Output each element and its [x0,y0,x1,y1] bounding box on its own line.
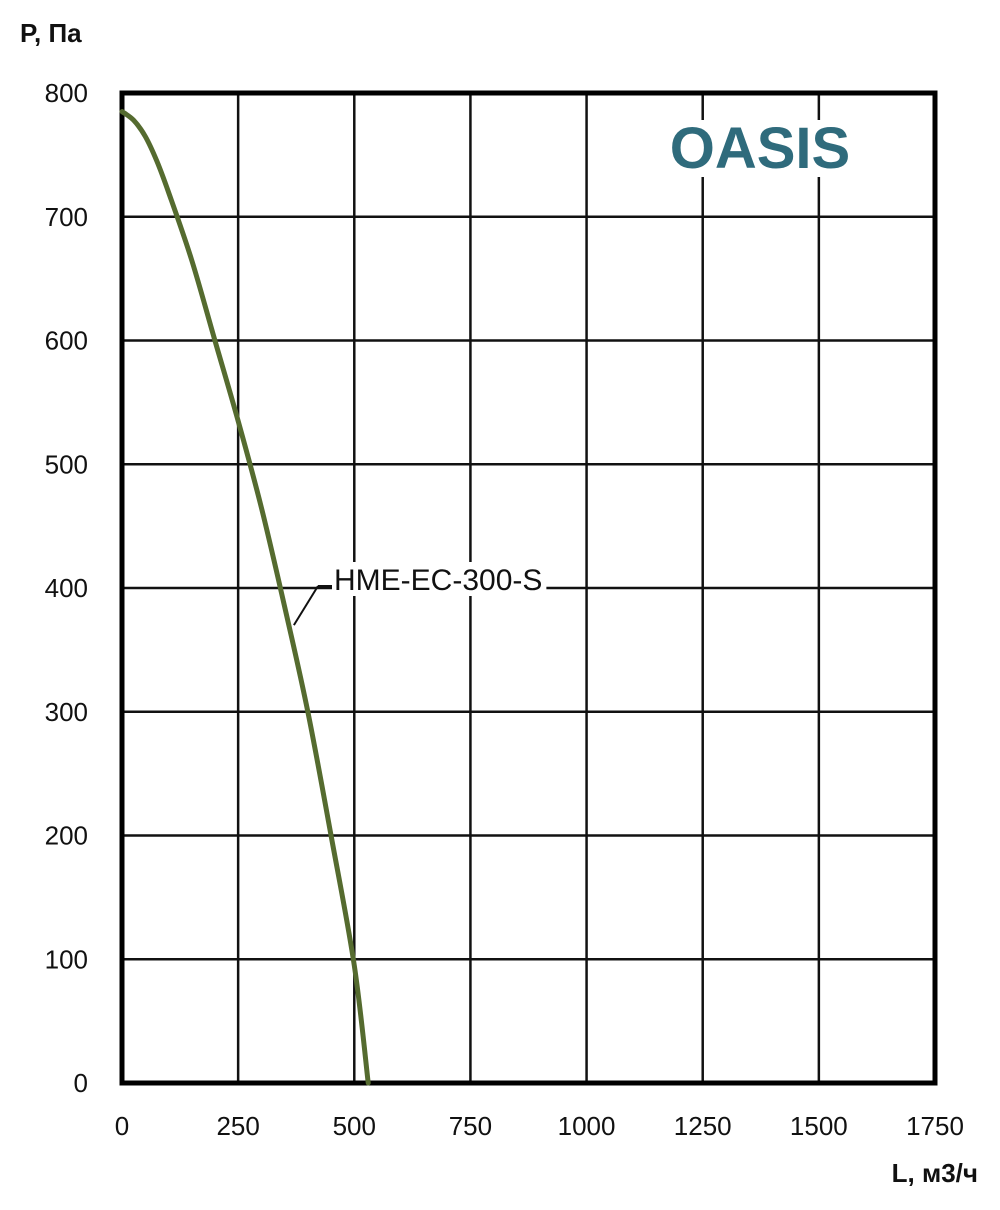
y-tick-label: 300 [45,697,88,727]
x-tick-label: 1000 [558,1111,616,1141]
annotation-leader-line [293,585,319,626]
grid [122,93,935,1083]
x-tick-label: 0 [115,1111,129,1141]
x-tick-label: 500 [333,1111,376,1141]
y-tick-label: 800 [45,78,88,108]
x-tick-label: 1750 [906,1111,964,1141]
y-tick-label: 200 [45,821,88,851]
y-tick-label: 500 [45,449,88,479]
series-label-hme-ec-300-s: HME-EC-300-S [334,564,542,597]
plot-border [119,90,938,1086]
y-axis-title: P, Па [20,18,82,48]
x-tick-label: 750 [449,1111,492,1141]
series-layer [119,109,371,1086]
logo-background [663,120,857,177]
x-tick-label: 1250 [674,1111,732,1141]
y-tick-label: 700 [45,202,88,232]
annotation-background [332,562,547,596]
x-tick-label: 1500 [790,1111,848,1141]
y-tick-label: 100 [45,944,88,974]
series-line-0 [119,109,371,1086]
x-axis-title: L, м3/ч [892,1158,978,1188]
x-axis-ticks: 0 250 500 750 1000 1250 1500 1750 [115,1111,964,1141]
y-tick-label: 400 [45,573,88,603]
y-axis-ticks: 0 100 200 300 400 500 600 700 800 [45,78,88,1098]
y-tick-label: 600 [45,326,88,356]
annotation-layer: HME-EC-300-S [293,562,547,626]
oasis-logo: OASIS [670,116,851,181]
y-tick-label: 0 [74,1068,88,1098]
x-tick-label: 250 [216,1111,259,1141]
plot-frame [119,90,938,1086]
